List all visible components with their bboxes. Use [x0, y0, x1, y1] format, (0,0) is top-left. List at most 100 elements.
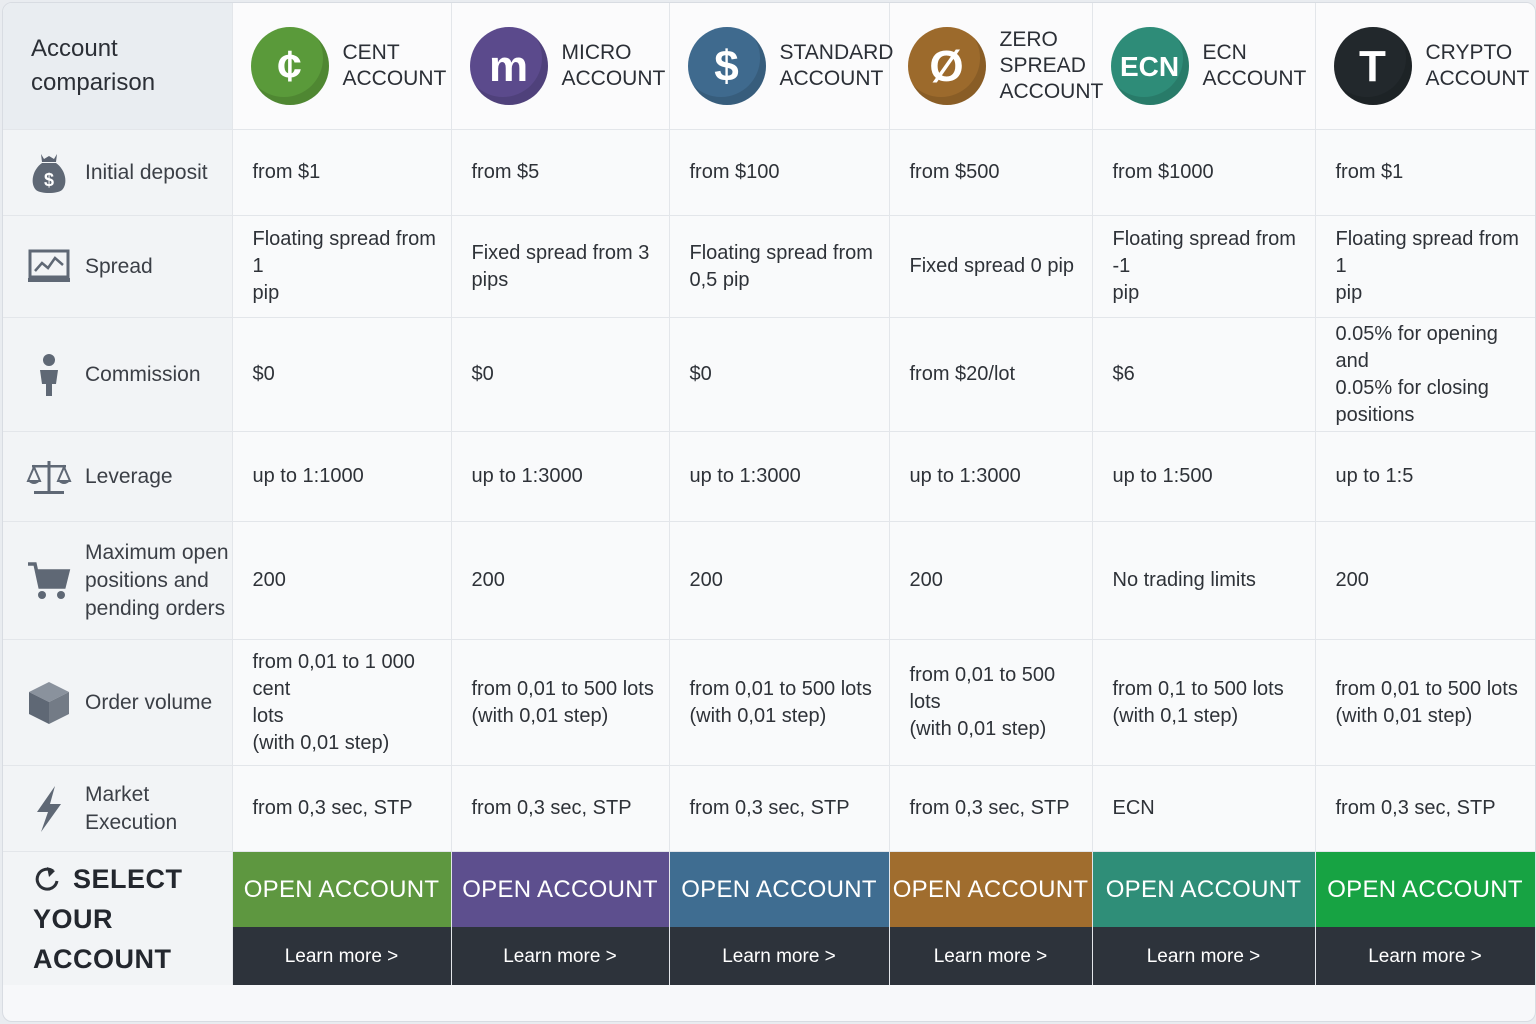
- maxpos-value: 200: [1335, 569, 1369, 591]
- commission-value: $0: [689, 363, 712, 385]
- tether-icon: T: [1333, 27, 1412, 105]
- value-cell: $0: [232, 317, 452, 432]
- value-cell: No trading limits: [1092, 521, 1316, 640]
- value-cell: $0: [669, 317, 890, 432]
- learn-more-link[interactable]: Learn more >: [1315, 927, 1535, 985]
- select-account-cell: SELECT YOUR ACCOUNT: [3, 851, 233, 985]
- deposit-value: from $500: [909, 161, 1000, 183]
- open-account-button[interactable]: OPEN ACCOUNT: [232, 852, 451, 927]
- cent-icon: ¢: [250, 27, 329, 105]
- learn-more-link[interactable]: Learn more >: [232, 927, 451, 985]
- row-label: Leverage: [85, 464, 173, 488]
- row-label-cell: Commission: [3, 317, 233, 432]
- value-cell: 200: [1315, 521, 1535, 640]
- account-header-5: T CRYPTO ACCOUNT: [1315, 3, 1535, 130]
- value-cell: up to 1:500: [1092, 431, 1316, 522]
- maxpos-value: 200: [471, 569, 505, 591]
- open-account-button[interactable]: OPEN ACCOUNT: [669, 852, 889, 927]
- row-volume: Order volume from 0,01 to 1 000 cent lots…: [3, 639, 1535, 766]
- spread-value: Floating spread from 0,5 pip: [689, 241, 873, 291]
- learn-more-link[interactable]: Learn more >: [889, 927, 1092, 985]
- cta-row: SELECT YOUR ACCOUNT OPEN ACCOUNT Learn more…: [3, 851, 1535, 985]
- ecn-icon: ECN: [1110, 27, 1189, 105]
- box-icon: [25, 679, 73, 727]
- value-cell: from 0,3 sec, STP: [669, 765, 890, 852]
- comparison-title: Account comparison: [31, 35, 156, 96]
- learn-more-link[interactable]: Learn more >: [1092, 927, 1315, 985]
- value-cell: up to 1:3000: [889, 431, 1093, 522]
- account-name: ZERO SPREAD ACCOUNT: [999, 28, 1104, 103]
- open-account-button[interactable]: OPEN ACCOUNT: [451, 852, 669, 927]
- value-cell: from 0,01 to 500 lots (with 0,01 step): [889, 639, 1093, 766]
- value-cell: 200: [889, 521, 1093, 640]
- maxpos-value: 200: [909, 569, 943, 591]
- spread-value: Fixed spread 0 pip: [909, 255, 1075, 277]
- row-label-cell: Spread: [3, 215, 233, 318]
- money-bag-icon: $: [25, 149, 73, 197]
- account-header-2: $ STANDARD ACCOUNT: [669, 3, 893, 130]
- row-label-cell: Leverage: [3, 431, 233, 522]
- row-label: Initial deposit: [85, 160, 208, 184]
- maxpos-value: 200: [252, 569, 286, 591]
- commission-value: from $20/lot: [909, 363, 1016, 385]
- open-account-button[interactable]: OPEN ACCOUNT: [1315, 852, 1535, 927]
- person-icon: [25, 351, 73, 399]
- leverage-value: up to 1:3000: [471, 465, 583, 487]
- row-label-cell: Maximum open positions and pending order…: [3, 521, 233, 640]
- value-cell: from 0,3 sec, STP: [889, 765, 1093, 852]
- zero-icon: Ø: [907, 27, 986, 105]
- learn-more-link[interactable]: Learn more >: [669, 927, 889, 985]
- row-deposit: $ Initial deposit from $1 from $5 from $100 f…: [3, 129, 1535, 216]
- exec-value: from 0,3 sec, STP: [252, 797, 413, 819]
- select-label-line2: YOUR ACCOUNT: [33, 903, 172, 974]
- scales-icon: [25, 453, 73, 501]
- commission-value: $6: [1112, 363, 1135, 385]
- maxpos-value: No trading limits: [1112, 569, 1256, 591]
- lightning-icon: [25, 785, 73, 833]
- row-exec: Market Execution from 0,3 sec, STP from 0,…: [3, 765, 1535, 852]
- volume-value: from 0,01 to 500 lots (with 0,01 step): [689, 677, 872, 727]
- deposit-value: from $5: [471, 161, 540, 183]
- value-cell: Fixed spread from 3 pips: [451, 215, 670, 318]
- volume-value: from 0,01 to 500 lots (with 0,01 step): [1335, 677, 1518, 727]
- row-label-cell: Market Execution: [3, 765, 233, 852]
- row-maxpos: Maximum open positions and pending order…: [3, 521, 1535, 640]
- value-cell: from 0,1 to 500 lots (with 0,1 step): [1092, 639, 1316, 766]
- micro-icon: m: [469, 27, 548, 105]
- account-header-0: ¢ CENT ACCOUNT: [232, 3, 452, 130]
- account-header-4: ECN ECN ACCOUNT: [1092, 3, 1316, 130]
- value-cell: from 0,3 sec, STP: [451, 765, 670, 852]
- value-cell: from $5: [451, 129, 670, 216]
- value-cell: 200: [451, 521, 670, 640]
- commission-value: $0: [252, 363, 275, 385]
- spread-value: Floating spread from 1 pip: [1335, 228, 1519, 304]
- value-cell: from 0,01 to 1 000 cent lots (with 0,01 …: [232, 639, 452, 766]
- exec-value: from 0,3 sec, STP: [689, 797, 850, 819]
- select-label-line1: SELECT: [73, 863, 183, 894]
- row-label: Market Execution: [85, 782, 178, 834]
- leverage-value: up to 1:500: [1112, 465, 1213, 487]
- account-header-1: m MICRO ACCOUNT: [451, 3, 670, 130]
- value-cell: from 0,3 sec, STP: [232, 765, 452, 852]
- value-cell: from $1: [232, 129, 452, 216]
- account-name: CRYPTO ACCOUNT: [1425, 41, 1530, 90]
- chart-monitor-icon: [25, 243, 73, 291]
- account-header-3: Ø ZERO SPREAD ACCOUNT: [889, 3, 1103, 130]
- value-cell: from 0,01 to 500 lots (with 0,01 step): [451, 639, 670, 766]
- spread-value: Fixed spread from 3 pips: [471, 241, 650, 291]
- cta-cell-0: OPEN ACCOUNT Learn more >: [232, 851, 452, 985]
- svg-text:$: $: [44, 170, 54, 190]
- value-cell: from $1: [1315, 129, 1535, 216]
- value-cell: 0.05% for opening and 0.05% for closing …: [1315, 317, 1535, 432]
- open-account-button[interactable]: OPEN ACCOUNT: [889, 852, 1092, 927]
- volume-value: from 0,01 to 1 000 cent lots (with 0,01 …: [252, 650, 415, 754]
- deposit-value: from $1: [252, 161, 321, 183]
- volume-value: from 0,01 to 500 lots (with 0,01 step): [909, 664, 1056, 740]
- spread-value: Floating spread from 1 pip: [252, 228, 436, 304]
- value-cell: 200: [669, 521, 890, 640]
- learn-more-link[interactable]: Learn more >: [451, 927, 669, 985]
- open-account-button[interactable]: OPEN ACCOUNT: [1092, 852, 1315, 927]
- exec-value: from 0,3 sec, STP: [471, 797, 632, 819]
- comparison-table: Account comparison ¢ CENT ACCOUNT m MICRO A…: [3, 3, 1535, 985]
